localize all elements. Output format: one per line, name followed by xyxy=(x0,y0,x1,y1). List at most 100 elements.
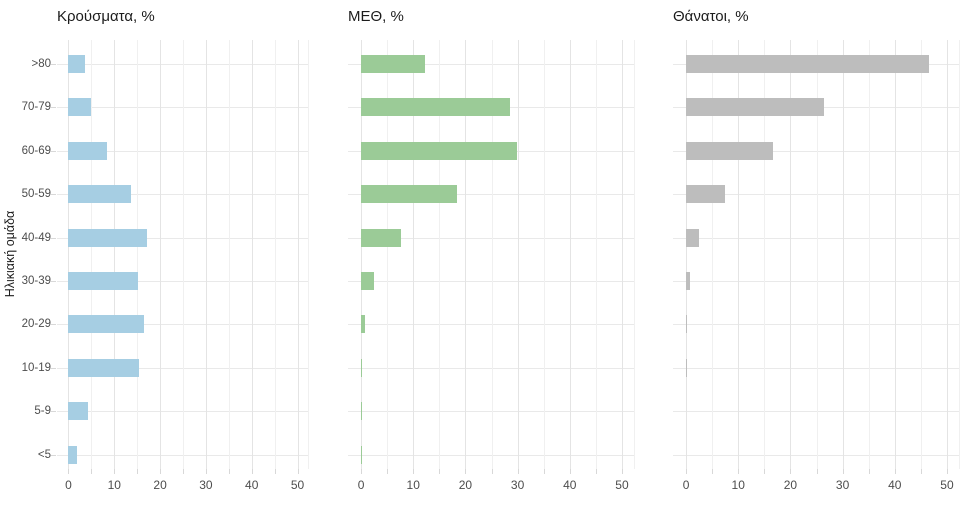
x-tick xyxy=(91,469,93,474)
bar-30-39 xyxy=(361,272,375,290)
bar-70-79 xyxy=(68,98,91,117)
x-tick xyxy=(764,469,766,474)
bar-10-19 xyxy=(686,358,688,377)
y-tick xyxy=(51,411,56,413)
v-gridline xyxy=(297,40,299,469)
x-tick xyxy=(946,469,948,474)
bar-60-69 xyxy=(686,141,773,160)
x-tick-label: 40 xyxy=(888,478,902,492)
x-tick xyxy=(137,469,139,474)
y-tick xyxy=(51,324,56,326)
x-tick xyxy=(868,469,870,474)
x-tick-label: 50 xyxy=(940,478,954,492)
bar-10-19 xyxy=(361,358,363,377)
bar-<5 xyxy=(361,445,363,464)
bar-60-69 xyxy=(68,141,107,160)
x-tick-label: 40 xyxy=(245,478,259,492)
y-category-label: 40-49 xyxy=(21,231,51,244)
v-gridline xyxy=(946,40,948,469)
v-gridline xyxy=(790,40,792,469)
x-tick-label: 10 xyxy=(107,478,121,492)
bar-40-49 xyxy=(68,228,148,247)
x-tick-label: 40 xyxy=(563,478,577,492)
v-gridline xyxy=(183,40,184,469)
panel-cases xyxy=(57,40,309,469)
x-tick-label: 0 xyxy=(357,478,365,492)
x-tick xyxy=(465,469,467,474)
x-tick xyxy=(712,469,714,474)
y-axis-title: Ηλικιακή ομάδα xyxy=(3,210,17,298)
y-category-label: 5-9 xyxy=(34,405,51,418)
v-gridline xyxy=(274,40,276,469)
x-tick-label: 0 xyxy=(682,478,690,492)
v-gridline xyxy=(465,40,467,469)
x-tick xyxy=(842,469,844,474)
y-tick xyxy=(51,107,56,109)
x-tick-label: 30 xyxy=(835,478,850,492)
y-category-label: 70-79 xyxy=(21,101,51,114)
x-tick xyxy=(686,469,688,474)
bar-50-59 xyxy=(686,185,726,204)
v-gridline xyxy=(491,40,493,469)
v-gridline xyxy=(205,40,207,469)
y-category-label: >80 xyxy=(31,58,51,70)
y-category-label: <5 xyxy=(37,448,51,461)
y-tick xyxy=(51,454,56,456)
x-tick-label: 10 xyxy=(731,478,745,492)
bar-30-39 xyxy=(686,272,691,290)
x-tick xyxy=(114,469,116,474)
bar-10-19 xyxy=(68,358,140,377)
x-tick xyxy=(183,469,184,474)
bar-30-39 xyxy=(68,272,139,290)
v-gridline xyxy=(114,40,116,469)
v-gridline xyxy=(842,40,844,469)
bar->80 xyxy=(68,55,85,73)
x-tick xyxy=(621,469,623,474)
y-tick xyxy=(51,237,56,239)
x-tick xyxy=(361,469,363,474)
x-tick xyxy=(543,469,545,474)
panel-icu xyxy=(348,40,635,469)
v-gridline xyxy=(569,40,571,469)
v-gridline xyxy=(251,40,253,469)
x-tick xyxy=(920,469,922,474)
bar-50-59 xyxy=(68,185,132,204)
bar-5-9 xyxy=(361,402,363,421)
bar-50-59 xyxy=(361,185,457,204)
bar-70-79 xyxy=(686,98,824,117)
bar-20-29 xyxy=(686,315,688,334)
v-gridline xyxy=(137,40,139,469)
v-gridline xyxy=(228,40,230,469)
bar-5-9 xyxy=(68,402,88,421)
x-tick xyxy=(160,469,162,474)
x-tick xyxy=(297,469,299,474)
x-tick xyxy=(68,469,70,474)
x-tick xyxy=(274,469,276,474)
x-tick xyxy=(228,469,230,474)
v-gridline xyxy=(595,40,597,469)
panel-deaths xyxy=(673,40,960,469)
bar-20-29 xyxy=(68,315,145,334)
x-tick xyxy=(517,469,519,474)
x-tick xyxy=(790,469,792,474)
x-tick-label: 20 xyxy=(153,478,167,492)
v-gridline xyxy=(920,40,922,469)
x-tick-label: 30 xyxy=(199,478,213,492)
y-category-label: 10-19 xyxy=(21,361,51,374)
v-gridline xyxy=(894,40,896,469)
v-gridline xyxy=(816,40,818,469)
v-gridline xyxy=(712,40,714,469)
bar-60-69 xyxy=(361,141,518,160)
x-tick xyxy=(413,469,415,474)
x-tick xyxy=(491,469,493,474)
x-tick xyxy=(595,469,597,474)
x-tick xyxy=(569,469,571,474)
bar->80 xyxy=(361,55,426,73)
v-gridline xyxy=(413,40,415,469)
v-gridline xyxy=(764,40,766,469)
y-tick xyxy=(51,281,56,282)
y-category-label: 30-39 xyxy=(21,275,51,287)
v-gridline xyxy=(439,40,441,469)
v-gridline xyxy=(91,40,93,469)
